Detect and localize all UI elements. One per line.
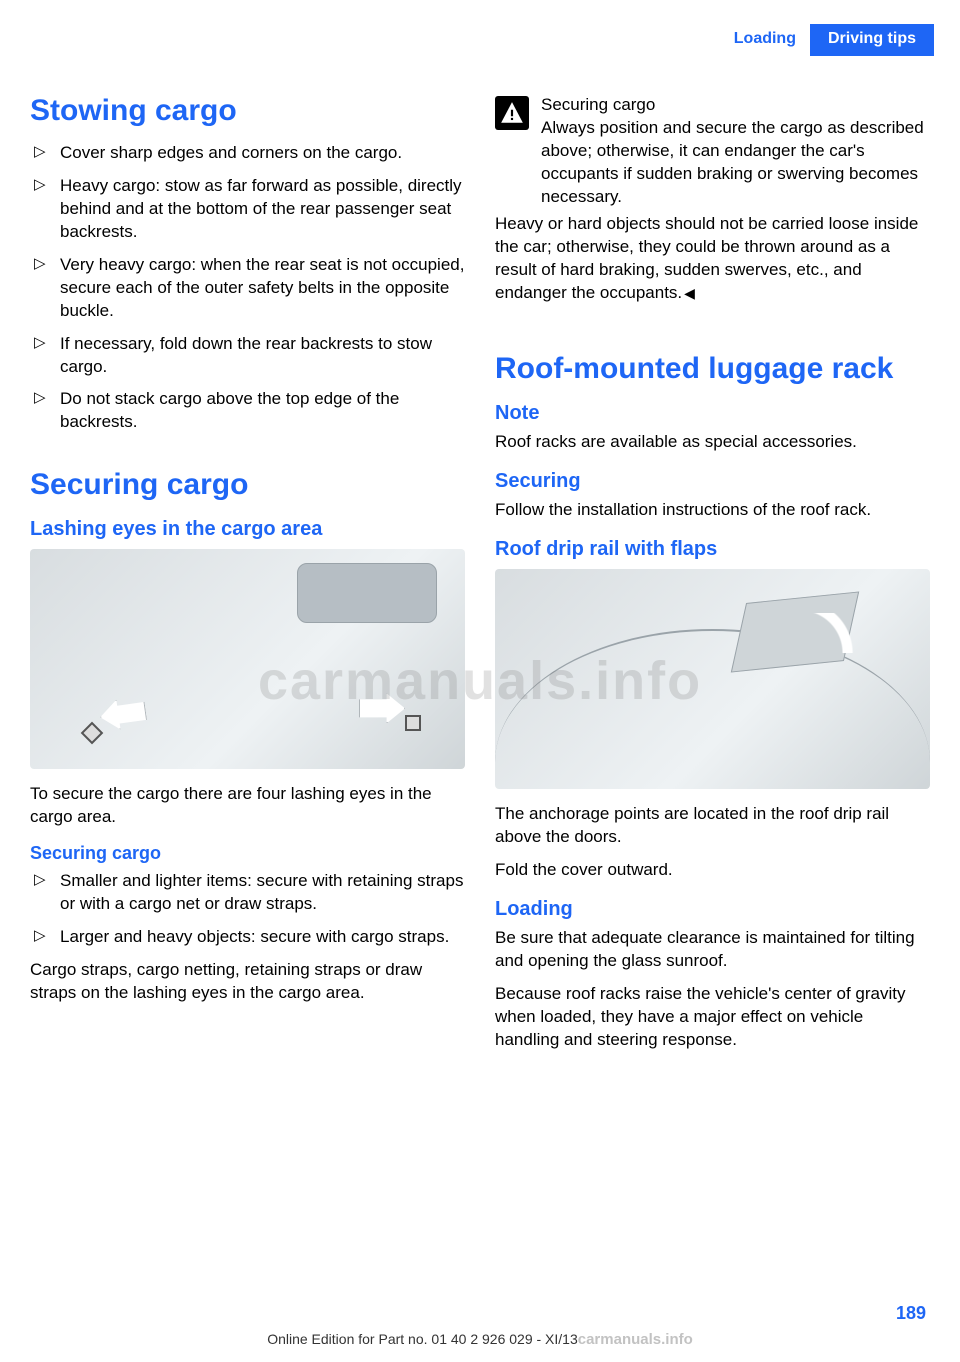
warning-body: Always position and secure the cargo as …: [541, 118, 924, 206]
header-tabs: Loading Driving tips: [720, 24, 934, 56]
heading-stowing-cargo: Stowing cargo: [30, 94, 465, 128]
stowing-list: Cover sharp edges and corners on the car…: [30, 142, 465, 434]
list-item: Larger and heavy objects: secure with ca…: [30, 926, 465, 949]
subheading-securing: Securing: [495, 470, 930, 493]
footer-text: Online Edition for Part no. 01 40 2 926 …: [267, 1331, 578, 1347]
tab-loading: Loading: [720, 24, 810, 56]
subheading-lashing-eyes: Lashing eyes in the cargo area: [30, 518, 465, 541]
figure-detail: [495, 629, 930, 789]
loading-body-1: Be sure that adequate clearance is maint…: [495, 927, 930, 973]
arrow-left-icon: [98, 696, 148, 732]
warning-body-2: Heavy or hard objects should not be carr…: [495, 213, 930, 305]
lashing-eye-icon: [81, 722, 104, 745]
warning-icon: [495, 96, 529, 130]
figure-roof-drip: [495, 569, 930, 789]
right-column: Securing cargo Always position and secur…: [495, 94, 930, 1062]
page-number: 189: [896, 1303, 926, 1324]
figure-lashing-eyes: [30, 549, 465, 769]
list-item: Cover sharp edges and corners on the car…: [30, 142, 465, 165]
subheading-roof-drip: Roof drip rail with flaps: [495, 538, 930, 561]
arrow-right-icon: [359, 693, 405, 723]
drip-body-2: Fold the cover outward.: [495, 859, 930, 882]
heading-securing-cargo: Securing cargo: [30, 468, 465, 502]
loading-body-2: Because roof racks raise the vehicle's c…: [495, 983, 930, 1052]
list-item: Very heavy cargo: when the rear seat is …: [30, 254, 465, 323]
left-column: Stowing cargo Cover sharp edges and corn…: [30, 94, 465, 1062]
securing-list: Smaller and lighter items: secure with r…: [30, 870, 465, 949]
caption-lashing: To secure the cargo there are four lashi…: [30, 783, 465, 829]
list-item: Do not stack cargo above the top edge of…: [30, 388, 465, 434]
page-content: Stowing cargo Cover sharp edges and corn…: [30, 94, 930, 1062]
lashing-eye-icon: [405, 715, 421, 731]
list-item: Heavy cargo: stow as far forward as poss…: [30, 175, 465, 244]
securing-body: Follow the installation instructions of …: [495, 499, 930, 522]
subheading-loading: Loading: [495, 898, 930, 921]
figure-detail: [297, 563, 437, 623]
footer-watermark: carmanuals.info: [578, 1331, 693, 1348]
list-item: If necessary, fold down the rear backres…: [30, 333, 465, 379]
footer-line: Online Edition for Part no. 01 40 2 926 …: [0, 1331, 960, 1348]
drip-body-1: The anchorage points are located in the …: [495, 803, 930, 849]
securing-paragraph: Cargo straps, cargo netting, retaining s…: [30, 959, 465, 1005]
warning-text: Securing cargo Always position and secur…: [541, 94, 930, 209]
tab-driving-tips: Driving tips: [810, 24, 934, 56]
list-item: Smaller and lighter items: secure with r…: [30, 870, 465, 916]
subheading-note: Note: [495, 402, 930, 425]
warning-block: Securing cargo Always position and secur…: [495, 94, 930, 209]
heading-roof-rack: Roof-mounted luggage rack: [495, 352, 930, 386]
subheading-securing-cargo-small: Securing cargo: [30, 843, 465, 864]
note-body: Roof racks are available as special acce…: [495, 431, 930, 454]
arrow-fold-icon: [800, 613, 860, 653]
warning-title: Securing cargo: [541, 95, 655, 114]
